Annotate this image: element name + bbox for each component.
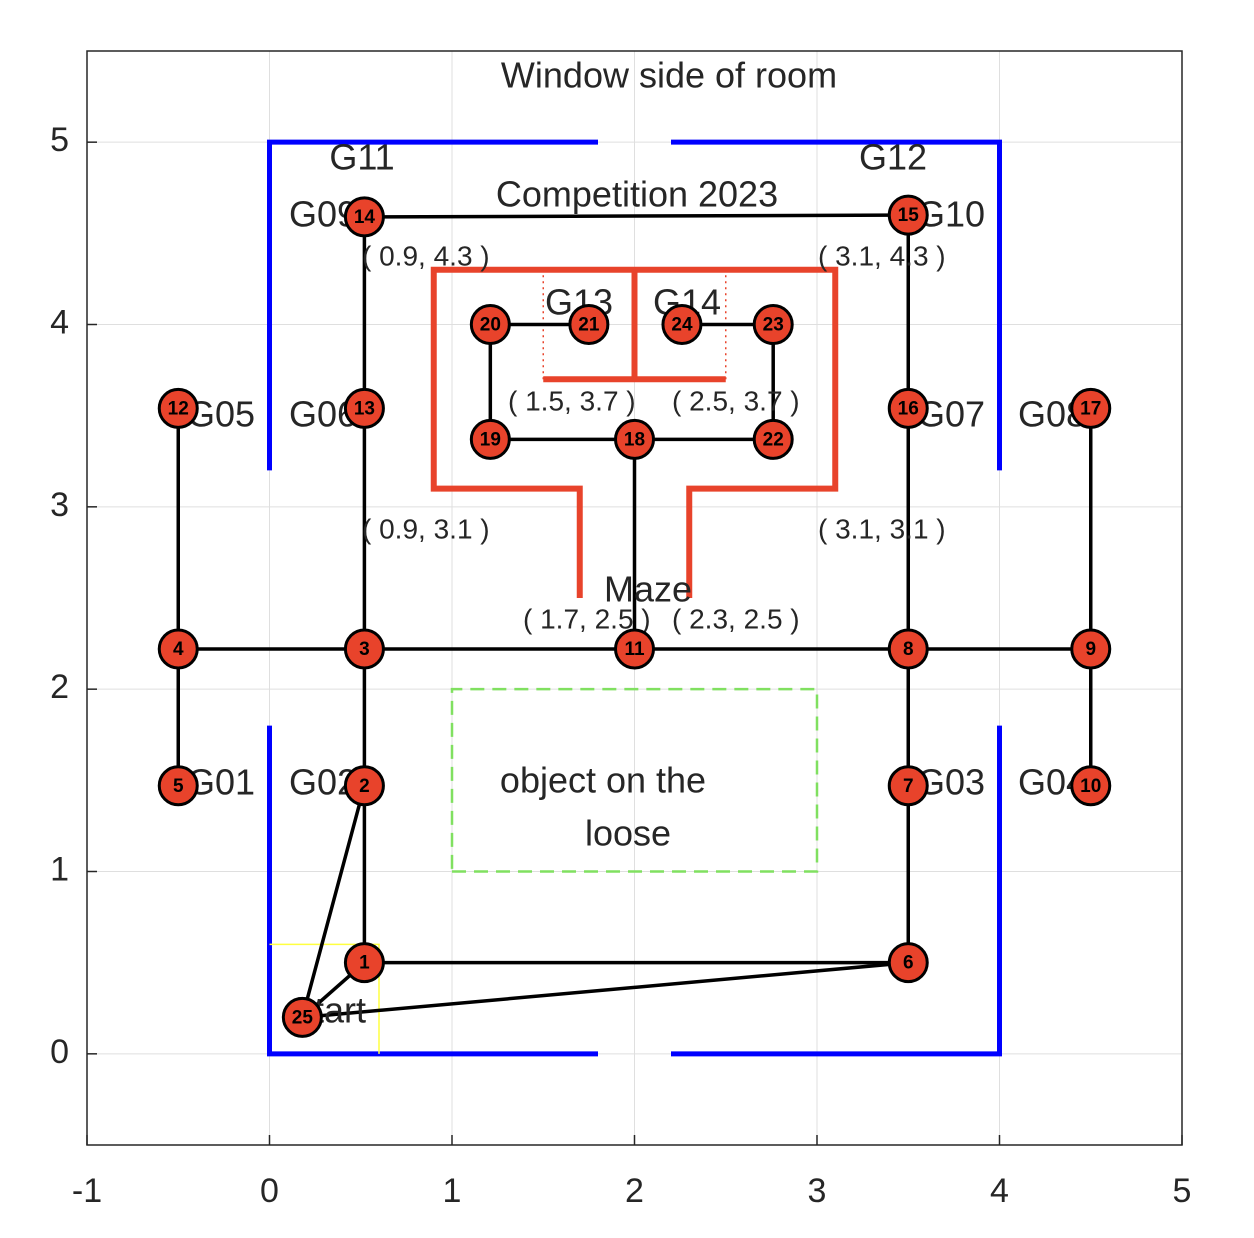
node xyxy=(752,304,794,345)
node-label: 17 xyxy=(1080,398,1101,419)
node xyxy=(469,304,511,345)
node xyxy=(343,196,385,238)
x-tick-label: 3 xyxy=(808,1172,827,1210)
edge xyxy=(300,785,367,1018)
annotation: G12 xyxy=(859,137,927,178)
x-tick-label: 1 xyxy=(443,1172,462,1210)
node xyxy=(661,304,703,345)
node-label: 1 xyxy=(359,953,370,974)
node-label: 2 xyxy=(359,776,370,797)
shape xyxy=(671,725,1002,1057)
node xyxy=(281,996,323,1038)
node xyxy=(1070,628,1112,670)
node xyxy=(752,418,794,460)
y-tick-label: 5 xyxy=(50,121,69,159)
node-label: 7 xyxy=(903,776,914,797)
shape xyxy=(267,725,598,1057)
node-label: 10 xyxy=(1080,776,1101,797)
annotation: ( 0.9, 3.1 ) xyxy=(362,513,490,544)
y-tick-label: 2 xyxy=(50,668,69,706)
edge xyxy=(364,213,909,219)
x-tick-label: 0 xyxy=(260,1172,279,1210)
node xyxy=(157,628,199,670)
shape xyxy=(269,943,380,1054)
node-label: 19 xyxy=(480,429,501,450)
node xyxy=(343,765,385,807)
annotation: Window side of room xyxy=(501,55,837,96)
node xyxy=(343,628,385,670)
node-label: 11 xyxy=(624,639,645,660)
node xyxy=(887,942,929,984)
node-label: 12 xyxy=(168,398,189,419)
edge xyxy=(302,960,909,1020)
annotation: ( 2.3, 2.5 ) xyxy=(672,603,800,634)
annotation: Competition 2023 xyxy=(496,174,778,215)
node-label: 4 xyxy=(173,639,184,660)
annotation: Maze xyxy=(604,569,692,610)
node xyxy=(614,418,655,460)
shape xyxy=(671,139,1002,471)
node-label: 13 xyxy=(354,398,375,419)
y-tick-label: 4 xyxy=(50,303,69,341)
node xyxy=(1070,387,1112,429)
node-label: 18 xyxy=(624,429,645,450)
annotation: loose xyxy=(585,813,671,854)
annotation: ( 3.1, 3.1 ) xyxy=(818,513,946,544)
axes-box xyxy=(86,50,1183,1146)
node xyxy=(887,628,929,670)
node xyxy=(157,387,199,429)
shape xyxy=(267,139,598,471)
node-label: 23 xyxy=(763,315,784,336)
node-label: 25 xyxy=(292,1007,314,1028)
annotation: ( 0.9, 4.3 ) xyxy=(362,240,490,271)
node xyxy=(469,418,511,460)
node xyxy=(887,194,929,236)
y-tick-label: 0 xyxy=(50,1033,69,1071)
node-label: 6 xyxy=(903,953,914,974)
x-tick-label: 2 xyxy=(625,1172,644,1210)
node-label: 5 xyxy=(173,776,184,797)
annotation: object on the xyxy=(500,760,706,801)
node xyxy=(614,628,655,670)
annotation: G07 xyxy=(917,394,985,435)
node-label: 20 xyxy=(480,315,501,336)
node xyxy=(343,387,385,429)
node xyxy=(1070,765,1112,807)
node-label: 16 xyxy=(898,398,919,419)
node-label: 21 xyxy=(578,315,600,336)
node xyxy=(157,765,199,807)
annotation: ( 1.5, 3.7 ) xyxy=(508,385,636,416)
y-tick-label: 3 xyxy=(50,486,69,524)
node-label: 14 xyxy=(354,207,376,228)
node-label: 24 xyxy=(671,315,693,336)
annotation: G11 xyxy=(329,137,394,178)
annotation: ( 3.1, 4.3 ) xyxy=(818,240,946,271)
node xyxy=(568,304,610,345)
node-label: 22 xyxy=(763,429,784,450)
x-tick-label: 5 xyxy=(1173,1172,1192,1210)
annotation: ( 2.5, 3.7 ) xyxy=(672,385,800,416)
node-label: 8 xyxy=(903,639,914,660)
node xyxy=(343,942,385,984)
x-tick-label: -1 xyxy=(72,1172,102,1210)
shape xyxy=(450,687,819,873)
annotation: G05 xyxy=(187,394,255,435)
x-tick-label: 4 xyxy=(990,1172,1009,1210)
node-label: 3 xyxy=(359,639,370,660)
node xyxy=(887,765,929,807)
node xyxy=(887,387,929,429)
node-label: 15 xyxy=(898,205,920,226)
node-label: 9 xyxy=(1085,639,1096,660)
y-tick-label: 1 xyxy=(50,850,69,888)
